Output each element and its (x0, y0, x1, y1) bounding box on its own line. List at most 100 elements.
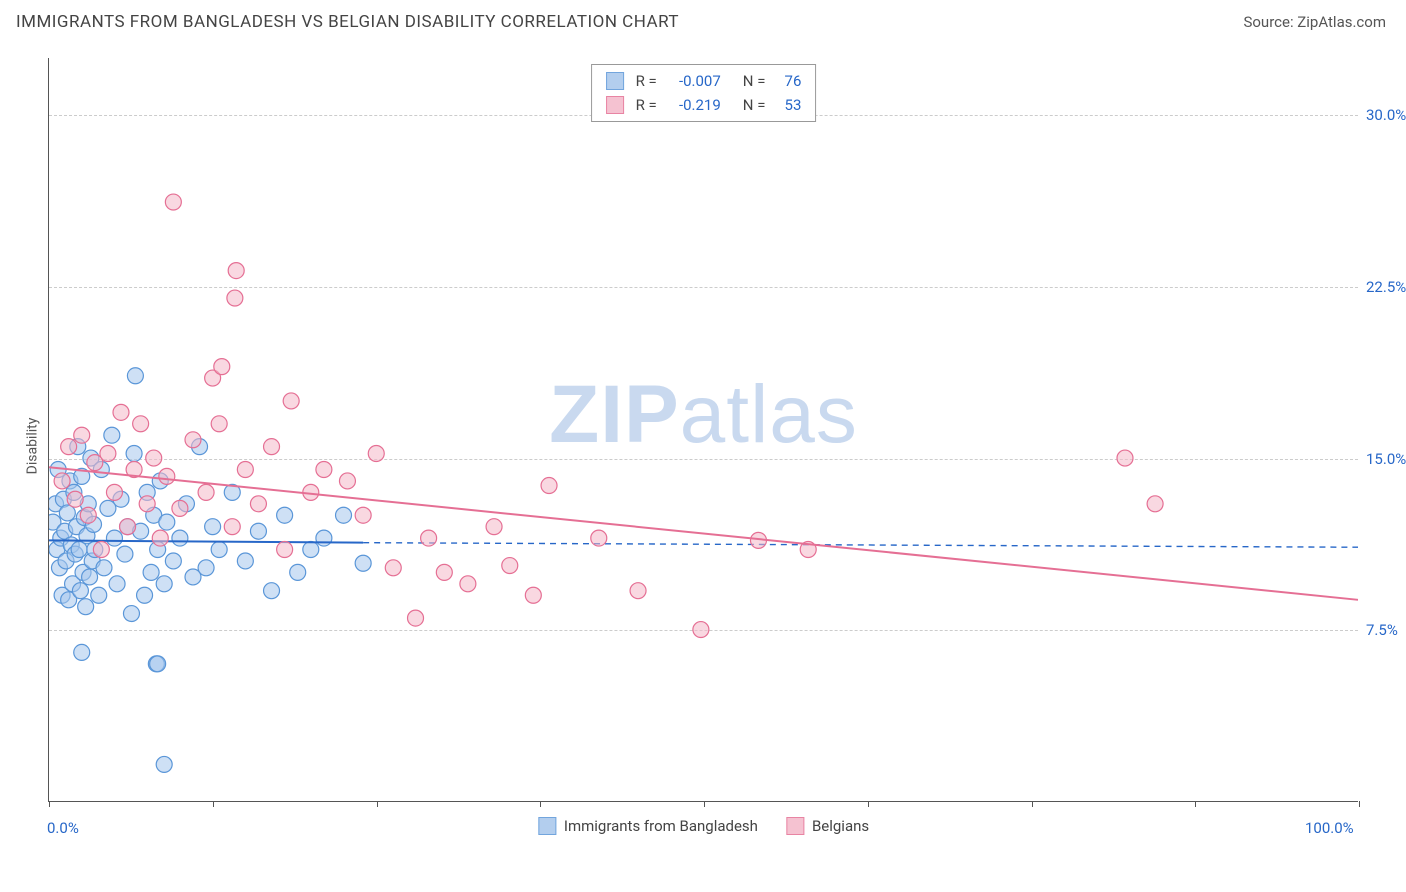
scatter-point (460, 576, 476, 592)
scatter-point (303, 542, 319, 558)
legend-swatch (606, 72, 624, 90)
scatter-point (185, 432, 201, 448)
scatter-point (67, 491, 83, 507)
scatter-point (74, 427, 90, 443)
scatter-point (693, 622, 709, 638)
scatter-point (96, 560, 112, 576)
scatter-point (355, 555, 371, 571)
scatter-point (277, 542, 293, 558)
scatter-point (93, 542, 109, 558)
scatter-point (113, 404, 129, 420)
scatter-point (146, 450, 162, 466)
scatter-point (74, 644, 90, 660)
x-tick (1359, 801, 1360, 807)
scatter-svg (49, 58, 1358, 801)
scatter-point (159, 514, 175, 530)
legend-swatch (606, 96, 624, 114)
bottom-legend-label: Immigrants from Bangladesh (564, 817, 758, 835)
scatter-point (336, 507, 352, 523)
y-tick-label: 30.0% (1366, 106, 1406, 124)
stat-r-value: -0.219 (665, 93, 721, 117)
scatter-point (137, 587, 153, 603)
scatter-point (290, 564, 306, 580)
scatter-point (316, 530, 332, 546)
legend-swatch (786, 817, 804, 835)
scatter-point (165, 194, 181, 210)
legend-swatch (538, 817, 556, 835)
scatter-point (368, 446, 384, 462)
bottom-legend-item: Immigrants from Bangladesh (538, 817, 758, 835)
scatter-point (227, 290, 243, 306)
scatter-point (355, 507, 371, 523)
x-tick (540, 801, 541, 807)
scatter-point (120, 519, 136, 535)
scatter-point (143, 564, 159, 580)
stat-n-label: N = (743, 69, 766, 93)
scatter-point (277, 507, 293, 523)
scatter-point (205, 519, 221, 535)
scatter-point (237, 553, 253, 569)
x-tick (704, 801, 705, 807)
scatter-point (211, 416, 227, 432)
scatter-point (630, 583, 646, 599)
x-tick (1195, 801, 1196, 807)
scatter-point (264, 583, 280, 599)
stat-n-label: N = (743, 93, 766, 117)
regression-line (49, 467, 1358, 600)
scatter-point (82, 569, 98, 585)
scatter-point (237, 462, 253, 478)
scatter-point (78, 599, 94, 615)
scatter-point (152, 530, 168, 546)
x-tick (1032, 801, 1033, 807)
scatter-point (436, 564, 452, 580)
y-tick-label: 22.5% (1366, 278, 1406, 296)
scatter-point (61, 439, 77, 455)
chart-plot-area: ZIPatlas R =-0.007N =76R =-0.219N =53 Im… (48, 58, 1358, 802)
scatter-point (172, 500, 188, 516)
scatter-point (591, 530, 607, 546)
chart-title: IMMIGRANTS FROM BANGLADESH VS BELGIAN DI… (16, 12, 679, 32)
x-tick-label: 0.0% (47, 819, 79, 837)
scatter-point (80, 507, 96, 523)
scatter-point (126, 446, 142, 462)
scatter-point (1117, 450, 1133, 466)
bottom-legend: Immigrants from Bangladesh Belgians (538, 817, 869, 835)
scatter-point (133, 416, 149, 432)
scatter-point (156, 576, 172, 592)
scatter-point (165, 553, 181, 569)
scatter-point (211, 542, 227, 558)
scatter-point (250, 523, 266, 539)
scatter-point (525, 587, 541, 603)
stat-r-label: R = (636, 93, 657, 117)
x-tick (377, 801, 378, 807)
scatter-point (106, 484, 122, 500)
scatter-point (224, 519, 240, 535)
scatter-point (54, 473, 70, 489)
scatter-point (250, 496, 266, 512)
scatter-point (104, 427, 120, 443)
scatter-point (106, 530, 122, 546)
scatter-point (123, 606, 139, 622)
scatter-point (139, 496, 155, 512)
scatter-point (228, 263, 244, 279)
x-tick (49, 801, 50, 807)
stats-legend-box: R =-0.007N =76R =-0.219N =53 (591, 64, 817, 122)
scatter-point (150, 656, 166, 672)
scatter-point (156, 756, 172, 772)
scatter-point (541, 478, 557, 494)
scatter-point (1147, 496, 1163, 512)
scatter-point (385, 560, 401, 576)
x-tick (868, 801, 869, 807)
scatter-point (339, 473, 355, 489)
scatter-point (72, 583, 88, 599)
bottom-legend-item: Belgians (786, 817, 869, 835)
bottom-legend-label: Belgians (812, 817, 869, 835)
scatter-point (264, 439, 280, 455)
scatter-point (159, 468, 175, 484)
scatter-point (198, 560, 214, 576)
x-tick-label: 100.0% (1305, 819, 1354, 837)
scatter-point (127, 368, 143, 384)
scatter-point (408, 610, 424, 626)
y-tick-label: 7.5% (1366, 621, 1398, 639)
regression-line-dashed (363, 543, 1358, 548)
